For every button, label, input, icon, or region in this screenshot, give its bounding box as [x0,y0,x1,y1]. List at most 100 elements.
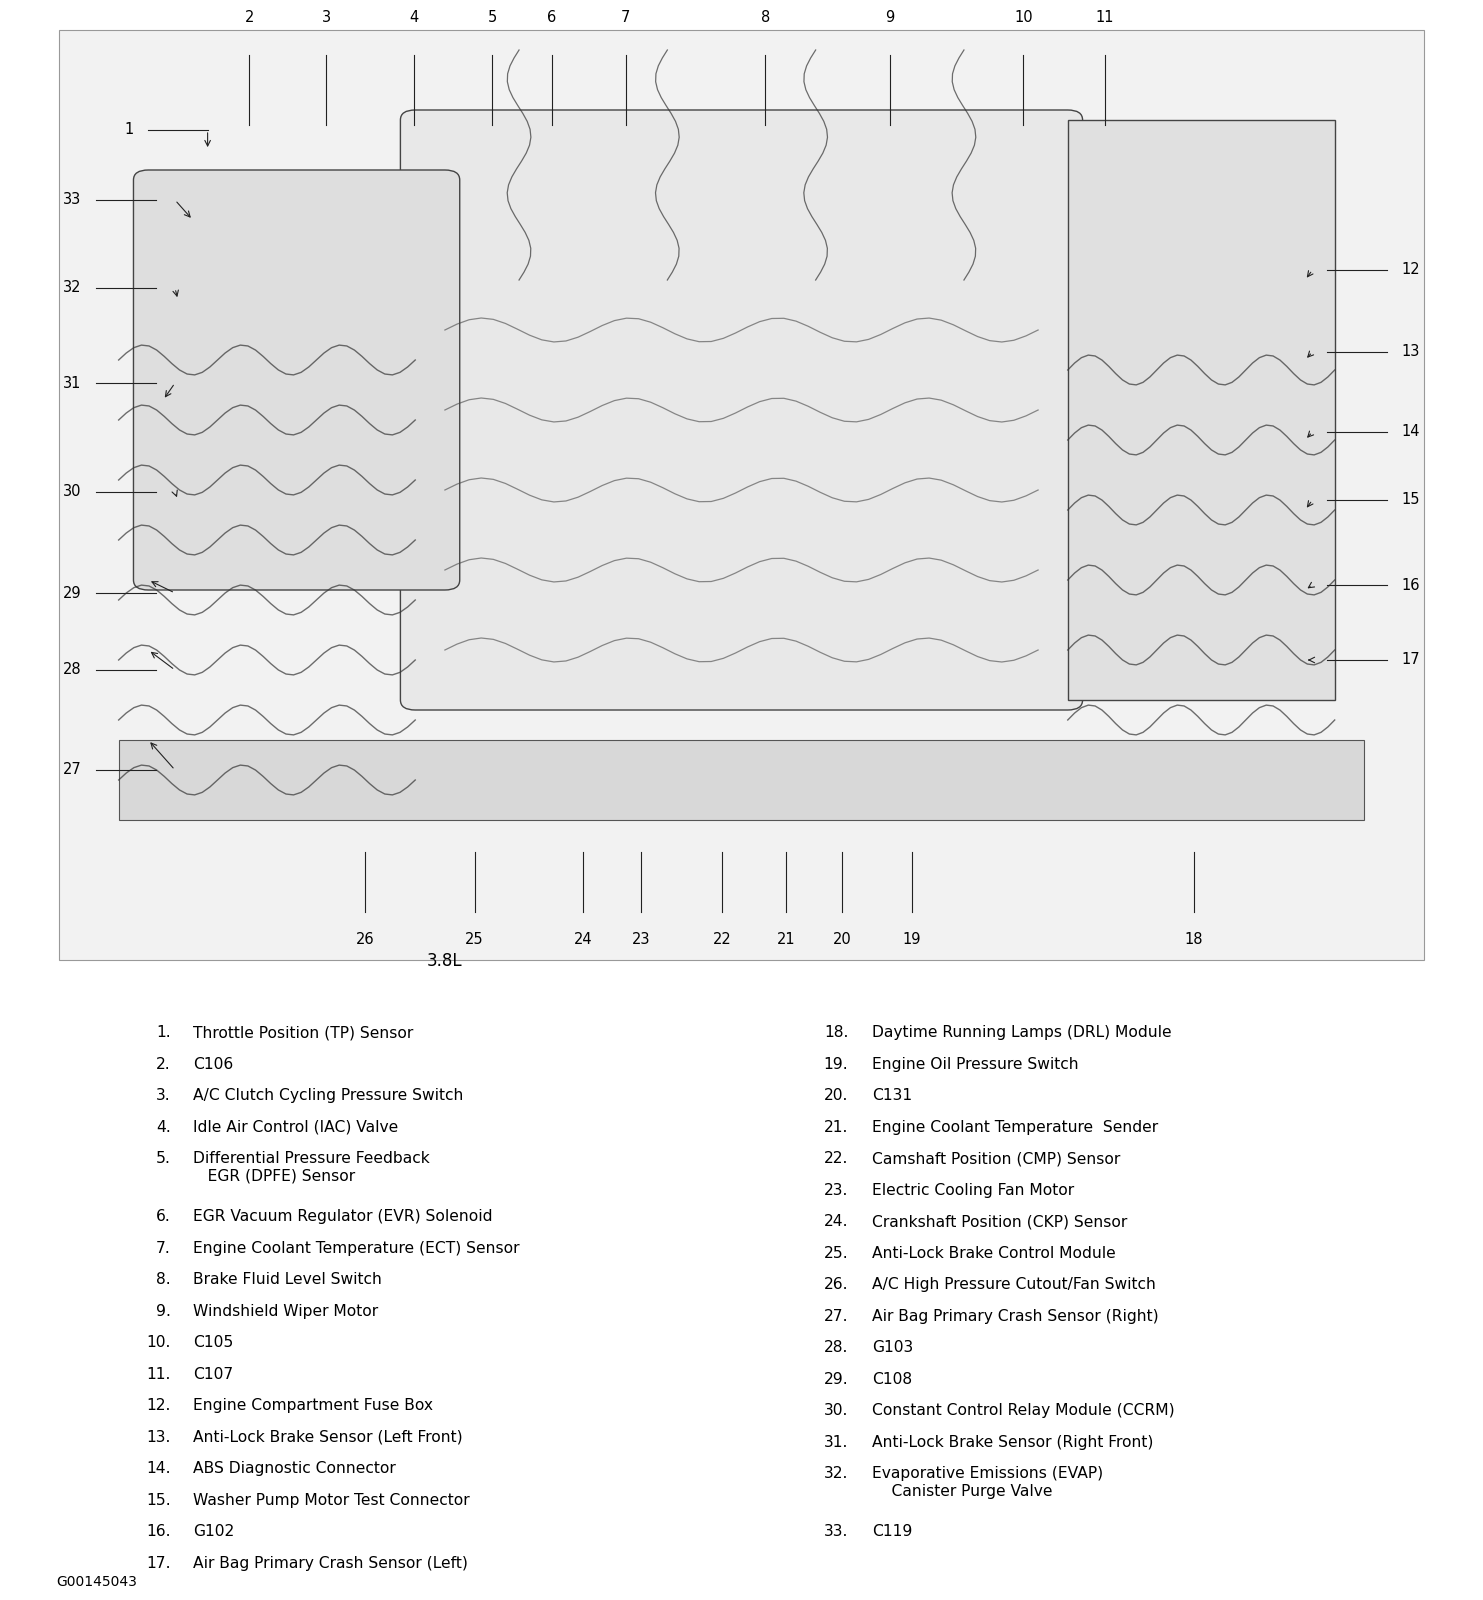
Text: 10.: 10. [147,1336,171,1350]
Text: 1: 1 [125,123,133,138]
Text: Anti-Lock Brake Sensor (Left Front): Anti-Lock Brake Sensor (Left Front) [193,1430,463,1445]
Text: C108: C108 [872,1371,912,1387]
Text: 29.: 29. [823,1371,848,1387]
Text: Electric Cooling Fan Motor: Electric Cooling Fan Motor [872,1182,1074,1198]
Text: 18: 18 [1185,931,1203,947]
Text: 24: 24 [574,931,592,947]
Text: 22.: 22. [825,1152,848,1166]
Text: 4: 4 [409,10,418,26]
Text: 21: 21 [777,931,795,947]
Text: Windshield Wiper Motor: Windshield Wiper Motor [193,1304,378,1318]
Text: Throttle Position (TP) Sensor: Throttle Position (TP) Sensor [193,1026,414,1040]
Text: ABS Diagnostic Connector: ABS Diagnostic Connector [193,1461,396,1477]
Text: 20.: 20. [825,1088,848,1104]
Text: Air Bag Primary Crash Sensor (Left): Air Bag Primary Crash Sensor (Left) [193,1555,467,1571]
Text: A/C High Pressure Cutout/Fan Switch: A/C High Pressure Cutout/Fan Switch [872,1277,1155,1293]
Text: C106: C106 [193,1056,233,1072]
Text: 30: 30 [64,485,82,499]
Text: 8: 8 [761,10,770,26]
Text: 27.: 27. [823,1309,848,1323]
Text: 8.: 8. [156,1272,171,1288]
Text: 16.: 16. [145,1525,171,1539]
Text: A/C Clutch Cycling Pressure Switch: A/C Clutch Cycling Pressure Switch [193,1088,463,1104]
Text: 31: 31 [64,376,82,390]
Text: Differential Pressure Feedback
   EGR (DPFE) Sensor: Differential Pressure Feedback EGR (DPFE… [193,1152,430,1184]
Text: 11: 11 [1096,10,1114,26]
Text: 4.: 4. [156,1120,171,1134]
Text: 7.: 7. [156,1242,171,1256]
Text: Air Bag Primary Crash Sensor (Right): Air Bag Primary Crash Sensor (Right) [872,1309,1158,1323]
Text: C119: C119 [872,1525,912,1539]
Text: 17: 17 [1401,653,1421,667]
Text: Constant Control Relay Module (CCRM): Constant Control Relay Module (CCRM) [872,1403,1175,1418]
Text: 12.: 12. [147,1398,171,1413]
Text: 5: 5 [488,10,497,26]
Text: Evaporative Emissions (EVAP)
    Canister Purge Valve: Evaporative Emissions (EVAP) Canister Pu… [872,1466,1103,1499]
Text: 14: 14 [1401,424,1419,440]
Text: 24.: 24. [823,1214,848,1229]
Text: C107: C107 [193,1366,233,1382]
Text: G102: G102 [193,1525,234,1539]
Text: 16: 16 [1401,578,1419,592]
Text: 13: 13 [1401,344,1419,360]
FancyBboxPatch shape [400,110,1083,710]
Text: 6.: 6. [156,1210,171,1224]
Text: 20: 20 [833,931,851,947]
Text: 11.: 11. [147,1366,171,1382]
Text: 5.: 5. [156,1152,171,1166]
Text: 23: 23 [632,931,650,947]
Text: 28.: 28. [825,1341,848,1355]
Text: 12: 12 [1401,262,1421,277]
Text: Engine Oil Pressure Switch: Engine Oil Pressure Switch [872,1056,1078,1072]
Text: 17.: 17. [145,1555,171,1571]
Text: Anti-Lock Brake Control Module: Anti-Lock Brake Control Module [872,1246,1115,1261]
Text: 3.: 3. [156,1088,171,1104]
Text: 26: 26 [356,931,374,947]
Text: Engine Coolant Temperature  Sender: Engine Coolant Temperature Sender [872,1120,1158,1134]
Text: G103: G103 [872,1341,914,1355]
Text: 10: 10 [1014,10,1032,26]
Text: 2.: 2. [156,1056,171,1072]
Text: 9: 9 [885,10,894,26]
Text: 26.: 26. [823,1277,848,1293]
Text: 33: 33 [64,192,82,208]
Text: Engine Compartment Fuse Box: Engine Compartment Fuse Box [193,1398,433,1413]
Text: 32.: 32. [825,1466,848,1482]
FancyBboxPatch shape [133,170,460,590]
Text: 3.8L: 3.8L [427,952,463,970]
Text: 30.: 30. [825,1403,848,1418]
Text: 27: 27 [62,763,82,778]
Text: Daytime Running Lamps (DRL) Module: Daytime Running Lamps (DRL) Module [872,1026,1172,1040]
Text: 9.: 9. [156,1304,171,1318]
Text: 3: 3 [322,10,331,26]
Text: Anti-Lock Brake Sensor (Right Front): Anti-Lock Brake Sensor (Right Front) [872,1435,1154,1450]
Text: 14.: 14. [145,1461,171,1477]
Text: 25.: 25. [823,1246,848,1261]
Text: 29: 29 [62,586,82,600]
FancyBboxPatch shape [1068,120,1335,701]
Text: C131: C131 [872,1088,912,1104]
Text: 15: 15 [1401,493,1419,507]
Text: 2: 2 [245,10,254,26]
Text: 21.: 21. [825,1120,848,1134]
Text: G00145043: G00145043 [56,1574,138,1589]
Text: 7: 7 [621,10,630,26]
Text: 22: 22 [713,931,731,947]
Text: 6: 6 [547,10,556,26]
Text: 19: 19 [903,931,921,947]
Text: Brake Fluid Level Switch: Brake Fluid Level Switch [193,1272,381,1288]
Text: C105: C105 [193,1336,233,1350]
Text: Idle Air Control (IAC) Valve: Idle Air Control (IAC) Valve [193,1120,397,1134]
Text: Engine Coolant Temperature (ECT) Sensor: Engine Coolant Temperature (ECT) Sensor [193,1242,519,1256]
Text: 23.: 23. [825,1182,848,1198]
Text: 33.: 33. [825,1525,848,1539]
Text: 19.: 19. [823,1056,848,1072]
FancyBboxPatch shape [59,30,1424,960]
Text: 18.: 18. [825,1026,848,1040]
Text: 32: 32 [64,280,82,296]
Text: 28: 28 [62,662,82,677]
Text: Washer Pump Motor Test Connector: Washer Pump Motor Test Connector [193,1493,470,1507]
Text: EGR Vacuum Regulator (EVR) Solenoid: EGR Vacuum Regulator (EVR) Solenoid [193,1210,492,1224]
FancyBboxPatch shape [119,739,1364,819]
Text: 25: 25 [466,931,483,947]
